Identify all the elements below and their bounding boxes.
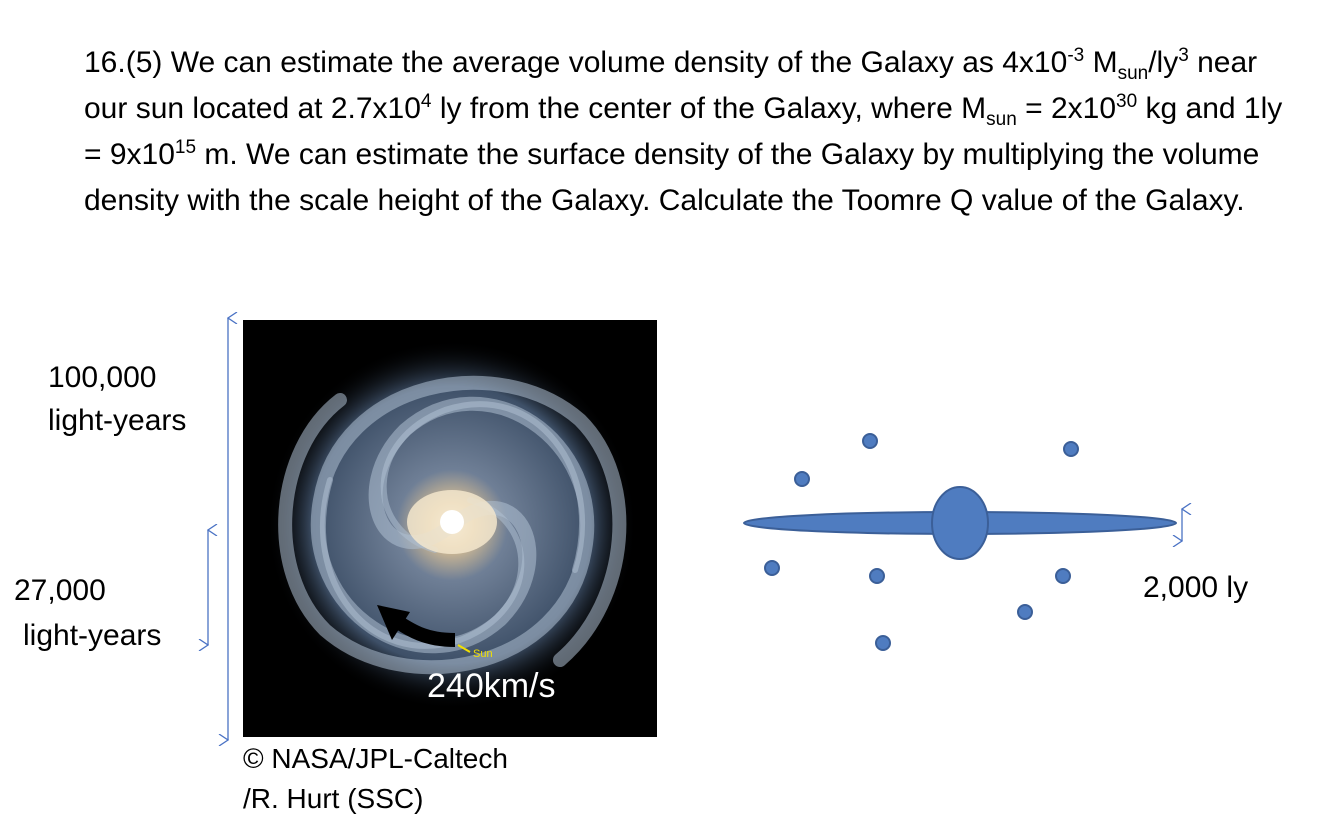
superscript: 15 bbox=[174, 137, 197, 158]
diameter-label: light-years bbox=[48, 404, 186, 437]
subscript: sun bbox=[1117, 63, 1149, 84]
sun-pointer bbox=[457, 644, 471, 653]
halo-star bbox=[862, 433, 878, 449]
credit: /R. Hurt (SSC) bbox=[243, 783, 423, 814]
text: m. We can estimate the surface density o… bbox=[84, 138, 1260, 217]
halo-star bbox=[794, 471, 810, 487]
text: = 2x10 bbox=[1016, 92, 1117, 125]
subscript: sun bbox=[986, 109, 1017, 130]
text: M bbox=[1092, 46, 1118, 79]
scale-height-label: 2,000 ly bbox=[1143, 571, 1248, 604]
radius-label: 27,000 bbox=[14, 574, 106, 607]
spiral-arms bbox=[278, 375, 627, 675]
velocity-label: 240km/s bbox=[427, 667, 556, 705]
superscript: 4 bbox=[420, 91, 432, 112]
bulge bbox=[931, 486, 989, 560]
credit: © NASA/JPL-Caltech bbox=[243, 743, 508, 774]
superscript: 3 bbox=[1178, 45, 1189, 66]
halo-star bbox=[1063, 441, 1079, 457]
halo-star bbox=[869, 568, 885, 584]
halo-star bbox=[1055, 568, 1071, 584]
text: ly from the center of the Galaxy, where … bbox=[431, 92, 987, 125]
sun-label: Sun bbox=[473, 648, 493, 660]
text: /ly bbox=[1148, 46, 1179, 79]
superscript: -3 bbox=[1067, 45, 1085, 66]
text: kg and 1ly = 9x10 bbox=[84, 92, 1283, 171]
rotation-arrowhead bbox=[377, 605, 410, 640]
edge-on-diagram bbox=[743, 433, 1177, 651]
text: 16.(5) We can estimate the average volum… bbox=[84, 46, 1068, 79]
halo-star bbox=[875, 635, 891, 651]
galaxy-center bbox=[440, 510, 464, 534]
superscript: 30 bbox=[1116, 91, 1138, 112]
question-text: 16.(5) We can estimate the average volum… bbox=[84, 40, 1294, 224]
halo-star bbox=[1017, 604, 1033, 620]
halo-star bbox=[764, 560, 780, 576]
diameter-label: 100,000 bbox=[48, 361, 156, 394]
text: near our sun located at 2.7x10 bbox=[84, 46, 1258, 125]
radius-label: light-years bbox=[23, 619, 161, 652]
